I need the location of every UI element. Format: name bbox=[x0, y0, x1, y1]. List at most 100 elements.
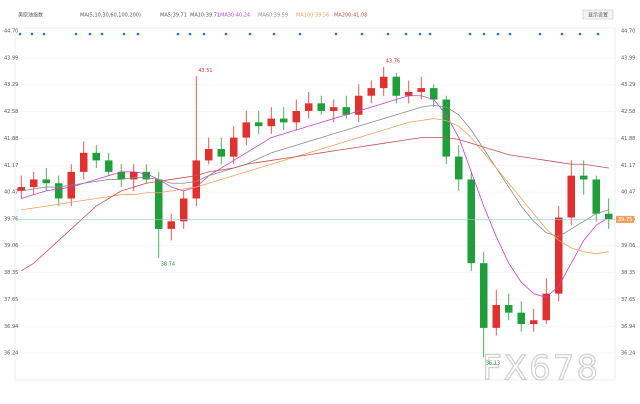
candle-body bbox=[255, 122, 263, 127]
ma-line bbox=[21, 104, 609, 237]
event-dot bbox=[496, 32, 500, 36]
candle-body bbox=[305, 103, 313, 111]
candle-body bbox=[317, 103, 325, 111]
candle-body bbox=[242, 122, 250, 138]
candle-body bbox=[180, 198, 188, 222]
candle-body bbox=[605, 213, 613, 220]
event-dot bbox=[224, 32, 228, 36]
low-annotation: 36.13 bbox=[486, 361, 500, 367]
y-tick-label-right: 39.06 bbox=[621, 243, 635, 249]
candle-body bbox=[467, 179, 475, 264]
candle-body bbox=[330, 107, 338, 111]
settings-button-label[interactable]: 显示设置 bbox=[588, 12, 608, 19]
event-dot bbox=[418, 32, 422, 36]
candle-body bbox=[167, 221, 175, 229]
candle-body bbox=[405, 91, 413, 96]
candle-body bbox=[442, 99, 450, 157]
event-dot bbox=[538, 32, 542, 36]
y-tick-label: 36.94 bbox=[4, 324, 18, 330]
legend-entry: MA200:41.08 bbox=[334, 13, 367, 19]
candle-body bbox=[555, 217, 563, 294]
legend-text: MA10:39.71 bbox=[190, 13, 220, 19]
candle-body bbox=[142, 171, 150, 180]
y-tick-label: 38.35 bbox=[4, 270, 18, 276]
y-tick-label-right: 43.99 bbox=[621, 56, 635, 62]
high-annotation: 43.51 bbox=[198, 68, 212, 74]
last-price-label: 39.75 bbox=[618, 217, 632, 223]
y-tick-label-right: 40.47 bbox=[621, 190, 635, 196]
candle-body bbox=[205, 149, 213, 161]
event-dot bbox=[508, 32, 512, 36]
legend-entry: MA100:39.56 bbox=[296, 13, 329, 19]
high-annotation: 43.76 bbox=[386, 58, 400, 64]
event-dot bbox=[88, 32, 92, 36]
event-dot bbox=[42, 32, 46, 36]
y-tick-label-right: 44.70 bbox=[621, 29, 635, 35]
candle-body bbox=[380, 76, 388, 89]
y-tick-label-right: 41.17 bbox=[621, 163, 635, 169]
candle-body bbox=[567, 175, 575, 218]
candle-body bbox=[542, 293, 550, 321]
candle-body bbox=[92, 152, 100, 161]
event-dot bbox=[386, 32, 390, 36]
candle-body bbox=[155, 179, 163, 229]
settings-button[interactable] bbox=[582, 9, 614, 20]
event-dot bbox=[272, 32, 276, 36]
candle-body bbox=[105, 160, 113, 172]
y-tick-label: 37.65 bbox=[4, 297, 18, 303]
event-dot bbox=[188, 32, 192, 36]
legend-entry: MA60:39.59 bbox=[258, 13, 288, 19]
candle-body bbox=[430, 88, 438, 100]
candle-body bbox=[455, 156, 463, 180]
y-tick-label-right: 41.88 bbox=[621, 136, 635, 142]
candle-body bbox=[42, 179, 50, 184]
y-tick-label-right: 36.24 bbox=[621, 350, 635, 356]
event-dot bbox=[30, 32, 34, 36]
candle-body bbox=[30, 179, 38, 188]
candle-body bbox=[292, 110, 300, 123]
candle-body bbox=[280, 118, 288, 123]
candle-body bbox=[117, 171, 125, 180]
event-dot bbox=[176, 32, 180, 36]
y-tick-label: 39.06 bbox=[4, 243, 18, 249]
y-tick-label: 42.58 bbox=[4, 109, 18, 115]
indicator: MA(5,10,30,60,100,200) bbox=[80, 13, 141, 19]
candle-body bbox=[517, 312, 525, 325]
y-tick-label: 41.88 bbox=[4, 136, 18, 142]
ma-line bbox=[21, 118, 609, 255]
event-dot bbox=[74, 32, 78, 36]
candle-body bbox=[392, 76, 400, 96]
y-tick-label: 43.29 bbox=[4, 82, 18, 88]
event-dot bbox=[136, 32, 140, 36]
candle-body bbox=[217, 149, 225, 157]
y-tick-label-right: 42.58 bbox=[621, 109, 635, 115]
event-dot bbox=[122, 32, 126, 36]
candle-body bbox=[267, 118, 275, 127]
candle-body bbox=[530, 320, 538, 325]
event-dot bbox=[578, 32, 582, 36]
candle-body bbox=[417, 88, 425, 92]
event-dot bbox=[428, 32, 432, 36]
y-tick-label: 43.99 bbox=[4, 56, 18, 62]
y-tick-label: 36.24 bbox=[4, 350, 18, 356]
candle-body bbox=[80, 152, 88, 172]
candle-body bbox=[355, 95, 363, 115]
low-annotation: 38.74 bbox=[161, 261, 175, 267]
event-dot bbox=[334, 32, 338, 36]
y-tick-label-right: 38.35 bbox=[621, 270, 635, 276]
event-dot bbox=[404, 32, 408, 36]
candle-body bbox=[480, 263, 488, 328]
event-dot bbox=[560, 32, 564, 36]
ma-line bbox=[21, 95, 609, 298]
y-tick-label-right: 36.94 bbox=[621, 324, 635, 330]
event-dot bbox=[468, 32, 472, 36]
event-dot bbox=[298, 32, 302, 36]
candle-body bbox=[17, 187, 25, 191]
y-tick-label-right: 43.29 bbox=[621, 82, 635, 88]
legend-text: MA5:39.71 bbox=[160, 13, 187, 19]
plot-frame bbox=[14, 27, 616, 381]
candle-body bbox=[492, 305, 500, 328]
watermark: FX678 bbox=[482, 349, 600, 389]
